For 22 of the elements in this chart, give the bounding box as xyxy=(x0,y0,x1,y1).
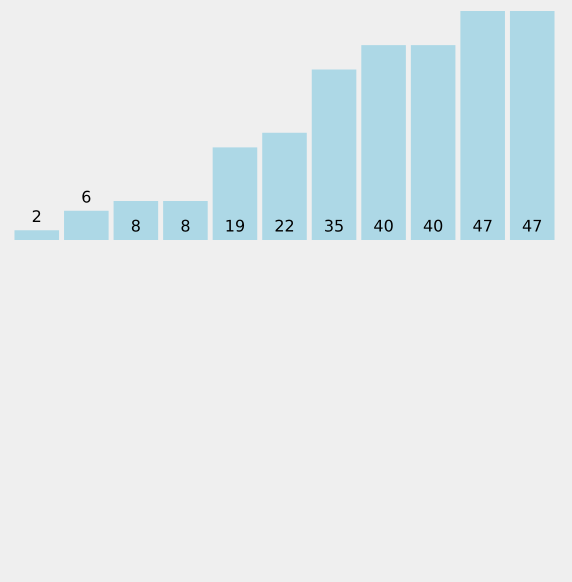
bar xyxy=(312,69,356,240)
bar xyxy=(64,210,109,240)
bar xyxy=(410,45,456,240)
data-label: 40 xyxy=(422,216,444,236)
bar xyxy=(163,201,208,240)
data-label: 6 xyxy=(81,187,92,206)
bar xyxy=(212,147,258,240)
data-label: 22 xyxy=(274,216,295,236)
bar xyxy=(262,132,307,240)
data-label: 47 xyxy=(472,216,493,236)
data-label: 35 xyxy=(324,216,344,236)
bar xyxy=(14,230,60,240)
data-label: 8 xyxy=(130,216,141,236)
bar xyxy=(460,11,505,240)
data-label: 40 xyxy=(373,216,394,236)
bar xyxy=(361,45,406,240)
bar xyxy=(114,201,158,240)
bar xyxy=(510,11,555,240)
data-label: 19 xyxy=(224,216,246,236)
data-label: 8 xyxy=(180,216,191,236)
data-label: 2 xyxy=(32,206,42,226)
data-label: 47 xyxy=(522,216,542,236)
